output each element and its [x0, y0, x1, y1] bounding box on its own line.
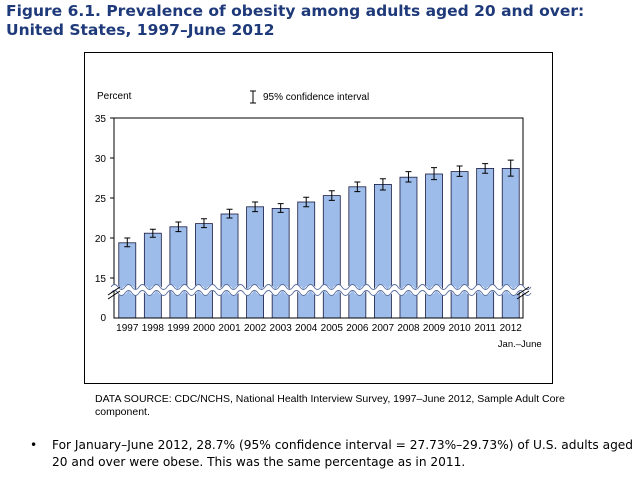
x-tick-label: 2004: [295, 323, 318, 334]
legend: 95% confidence interval: [250, 90, 369, 104]
figure-title: Figure 6.1. Prevalence of obesity among …: [6, 2, 585, 39]
y-tick-label: 15: [95, 274, 107, 285]
bar-2002: [246, 206, 264, 319]
ci-whisker-2006: [354, 181, 361, 193]
x-tick-label: 2008: [397, 323, 420, 334]
x-tick-label: 2002: [244, 323, 267, 334]
x-tick-label: 2003: [270, 323, 293, 334]
x-tick-label: 2007: [372, 323, 395, 334]
x-tick-label: 2010: [448, 323, 471, 334]
bar-2007: [374, 183, 392, 319]
bar-2009: [425, 173, 443, 319]
x-tick-label: 2011: [474, 323, 496, 334]
bar-1997: [118, 242, 137, 319]
ci-whisker-2008: [405, 171, 412, 183]
ci-whisker-1997: [124, 237, 131, 248]
y-tick-label: 0: [100, 313, 106, 324]
x-tick-label: 2012: [500, 323, 523, 334]
bar-2006: [348, 186, 367, 319]
summary-text: For January–June 2012, 28.7% (95% confid…: [52, 438, 634, 469]
ci-whisker-2005: [328, 190, 335, 201]
ci-whisker-2009: [431, 167, 438, 181]
bar-2003: [271, 207, 290, 319]
axis-break-line: [110, 284, 532, 290]
plot-area: [113, 117, 524, 319]
ci-whisker-1999: [175, 221, 182, 233]
x-tick-label: 1997: [116, 323, 139, 334]
ci-whisker-2012: [507, 159, 514, 177]
figure-frame: [84, 52, 553, 384]
ci-whisker-2001: [226, 208, 233, 219]
ci-whisker-2011: [482, 163, 489, 174]
ci-whisker-2007: [379, 178, 386, 191]
x-tick-label: 1999: [167, 323, 190, 334]
bullet-marker: •: [30, 438, 38, 452]
bar-2008: [399, 176, 418, 319]
x-tick-label: 2005: [321, 323, 344, 334]
legend-label: 95% confidence interval: [263, 92, 369, 103]
x-tick-label: 1998: [142, 323, 165, 334]
ci-whisker-1998: [149, 228, 156, 238]
axis-break-band: [108, 284, 534, 296]
ci-whisker-2004: [303, 196, 310, 208]
y-tick-label: 25: [95, 194, 107, 205]
y-tick-label: 30: [95, 154, 107, 165]
bar-2010: [450, 171, 469, 319]
ci-whisker-2000: [200, 218, 207, 229]
x-tick-label: 2006: [346, 323, 369, 334]
x-tick-label: 2009: [423, 323, 446, 334]
bar-2001: [220, 213, 239, 319]
bar-1998: [143, 232, 162, 319]
ci-whisker-2002: [252, 201, 259, 213]
y-axis-label: Percent: [97, 91, 132, 102]
y-tick-label: 20: [95, 234, 107, 245]
x-tick-label: 2000: [193, 323, 216, 334]
bar-1999: [169, 226, 188, 319]
data-source-note: DATA SOURCE: CDC/NCHS, National Health I…: [95, 393, 565, 418]
bar-2005: [322, 195, 341, 319]
axis-break-slash: [107, 286, 121, 300]
ci-whisker-2010: [456, 165, 463, 177]
x-tick-sublabel: Jan.–June: [498, 339, 542, 350]
y-tick-label: 35: [95, 114, 107, 125]
axis-break-slash: [516, 286, 530, 300]
ci-whisker-2003: [277, 203, 284, 213]
x-tick-label: 2001: [218, 323, 241, 334]
bar-2012: [501, 167, 520, 319]
axis-break-line: [110, 290, 532, 296]
bar-2004: [297, 201, 316, 319]
bar-2000: [195, 223, 213, 319]
ci-legend-icon: [250, 90, 256, 104]
